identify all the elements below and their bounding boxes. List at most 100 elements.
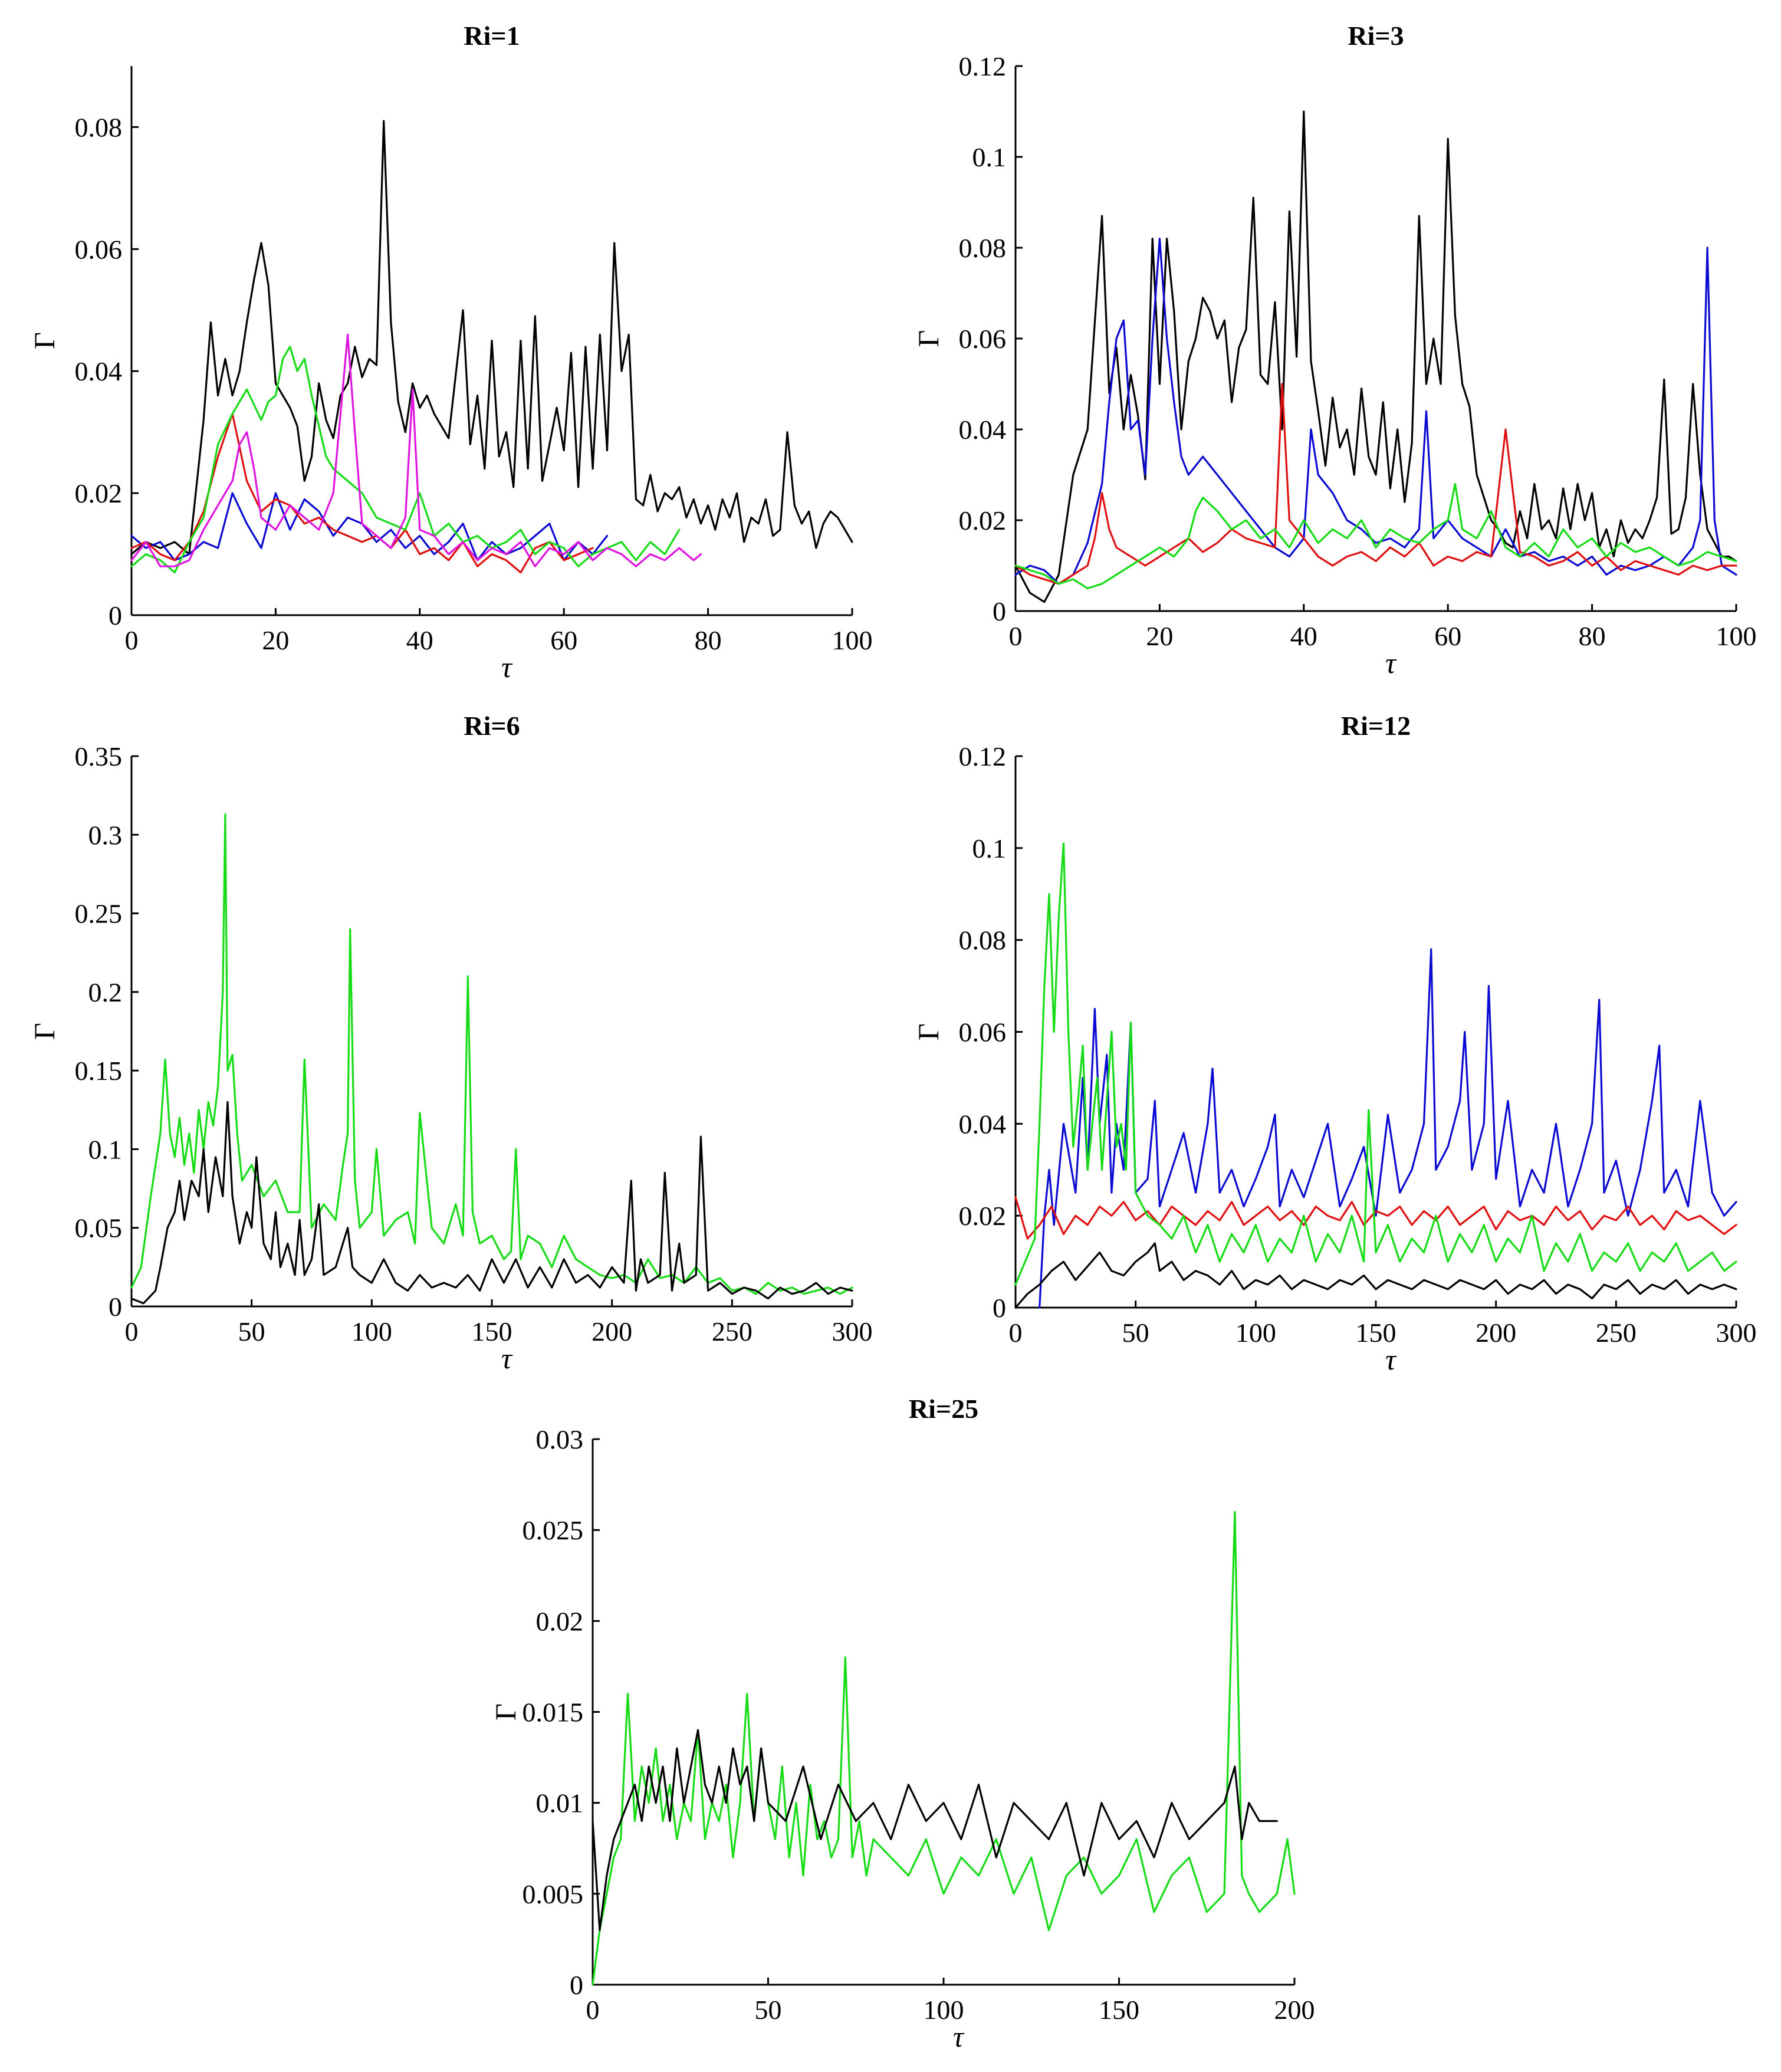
y-axis-label: Γ — [28, 332, 61, 349]
x-tick-label: 150 — [1356, 1318, 1396, 1348]
x-tick-label: 150 — [472, 1316, 512, 1347]
x-tick-label: 0 — [1009, 1318, 1023, 1348]
x-tick-label: 60 — [1434, 621, 1461, 651]
y-tick-label: 0.06 — [959, 324, 1007, 354]
series-line-blue — [130, 492, 609, 561]
x-tick-label: 200 — [1274, 1995, 1315, 2025]
series-line-green — [1014, 842, 1737, 1286]
y-tick-label: 0.01 — [536, 1788, 584, 1818]
y-tick-label: 0.2 — [88, 977, 123, 1007]
panel-ri-25: 0 50 100 150 200 0 0.005 0.01 0.015 0.02 0.025 0.03… — [489, 1394, 1315, 2053]
x-tick-label: 20 — [1146, 621, 1173, 651]
series-line-blue — [1014, 238, 1737, 585]
x-tick-label: 0 — [1009, 621, 1023, 651]
x-axis-label: τ — [501, 651, 513, 684]
y-tick-label: 0.06 — [959, 1017, 1007, 1048]
x-tick-label: 100 — [351, 1316, 392, 1347]
chart-title: Ri=3 — [1348, 21, 1404, 51]
y-tick-label: 0.06 — [75, 234, 123, 264]
x-tick-label: 100 — [924, 1995, 964, 2025]
x-tick-label: 250 — [712, 1316, 753, 1347]
x-axis-label: τ — [953, 2020, 965, 2053]
x-tick-label: 0 — [125, 625, 139, 655]
y-tick-label: 0.12 — [959, 741, 1007, 771]
x-tick-label: 80 — [695, 625, 722, 655]
y-tick-label: 0.015 — [523, 1697, 584, 1728]
series-line-green — [130, 813, 853, 1295]
x-tick-label: 150 — [1099, 1995, 1139, 2025]
y-tick-label: 0.25 — [75, 899, 123, 929]
y-tick-label: 0.03 — [536, 1424, 584, 1454]
y-tick-label: 0.1 — [972, 142, 1007, 172]
y-tick-label: 0 — [993, 1293, 1006, 1323]
y-tick-label: 0.15 — [75, 1056, 123, 1086]
y-tick-label: 0 — [570, 1970, 583, 2000]
x-tick-label: 100 — [1235, 1318, 1276, 1348]
x-tick-label: 60 — [550, 625, 577, 655]
x-axis-label: τ — [501, 1342, 513, 1375]
series-line-black — [1014, 110, 1737, 603]
y-axis-label: Γ — [28, 1023, 61, 1040]
x-tick-label: 200 — [1476, 1318, 1516, 1348]
x-axis-label: τ — [1385, 1343, 1397, 1376]
y-tick-label: 0 — [109, 600, 122, 631]
y-tick-label: 0 — [993, 596, 1006, 626]
chart-title: Ri=12 — [1341, 711, 1411, 741]
series-line-green — [130, 346, 681, 574]
series-line-green — [1014, 482, 1737, 590]
x-tick-label: 50 — [1122, 1318, 1149, 1348]
x-tick-label: 300 — [1716, 1318, 1757, 1348]
panel-ri-12: 0 50 100 150 200 250 300 0 0.02 0.04 0.06 0.08 0.1 0.… — [912, 711, 1757, 1376]
y-tick-label: 0.02 — [536, 1606, 584, 1636]
y-tick-label: 0 — [109, 1292, 122, 1322]
y-tick-label: 0.005 — [523, 1879, 584, 1909]
y-tick-label: 0.08 — [959, 925, 1007, 955]
series-line-magenta — [130, 333, 702, 567]
y-tick-label: 0.02 — [75, 478, 123, 508]
x-tick-label: 80 — [1579, 621, 1606, 651]
y-tick-label: 0.08 — [959, 233, 1007, 263]
y-tick-label: 0.08 — [75, 112, 123, 142]
panel-ri-1: 0 20 40 60 80 100 0 0.02 0.04 0.06 0.08 Ri=1 τ Γ — [28, 21, 873, 684]
y-tick-label: 0.12 — [959, 51, 1007, 81]
y-axis-label: Γ — [489, 1703, 522, 1720]
panel-ri-6: 0 50 100 150 200 250 300 0 0.05 0.1 0.15 0.2 0.25 0.3… — [28, 711, 873, 1375]
series-line-black — [1014, 1242, 1737, 1309]
y-tick-label: 0.02 — [959, 1201, 1007, 1231]
x-tick-label: 50 — [755, 1995, 782, 2025]
x-tick-label: 200 — [592, 1316, 632, 1347]
series-line-red — [1014, 1196, 1737, 1240]
y-tick-label: 0.04 — [959, 415, 1007, 445]
series-line-green — [592, 1511, 1296, 1986]
series-line-black — [130, 1101, 853, 1305]
x-tick-label: 20 — [262, 625, 289, 655]
chart-title: Ri=6 — [464, 711, 520, 741]
y-tick-label: 0.1 — [88, 1134, 123, 1164]
x-tick-label: 300 — [832, 1316, 873, 1347]
chart-title: Ri=1 — [464, 21, 520, 51]
x-tick-label: 40 — [1290, 621, 1317, 651]
y-tick-label: 0.02 — [959, 505, 1007, 536]
x-tick-label: 50 — [238, 1316, 265, 1347]
y-tick-label: 0.3 — [88, 820, 123, 850]
x-tick-label: 40 — [406, 625, 433, 655]
x-tick-label: 100 — [832, 625, 873, 655]
x-tick-label: 0 — [125, 1316, 139, 1347]
y-tick-label: 0.04 — [959, 1109, 1007, 1139]
y-tick-label: 0.04 — [75, 356, 123, 386]
y-axis-label: Γ — [912, 1023, 945, 1040]
chart-title: Ri=25 — [909, 1394, 978, 1424]
series-line-red — [1014, 383, 1737, 585]
x-tick-label: 250 — [1596, 1318, 1637, 1348]
y-tick-label: 0.1 — [972, 833, 1007, 863]
panel-ri-3: 0 20 40 60 80 100 0 0.02 0.04 0.06 0.08 0.1 0.12 Ri=3… — [912, 21, 1757, 679]
y-tick-label: 0.025 — [523, 1515, 584, 1545]
series-line-black — [130, 120, 853, 556]
y-axis-label: Γ — [912, 330, 945, 347]
y-tick-label: 0.05 — [75, 1213, 123, 1243]
y-tick-label: 0.35 — [75, 741, 123, 771]
series-line-blue — [1039, 948, 1737, 1309]
x-tick-label: 0 — [586, 1995, 600, 2025]
x-tick-label: 100 — [1716, 621, 1757, 651]
